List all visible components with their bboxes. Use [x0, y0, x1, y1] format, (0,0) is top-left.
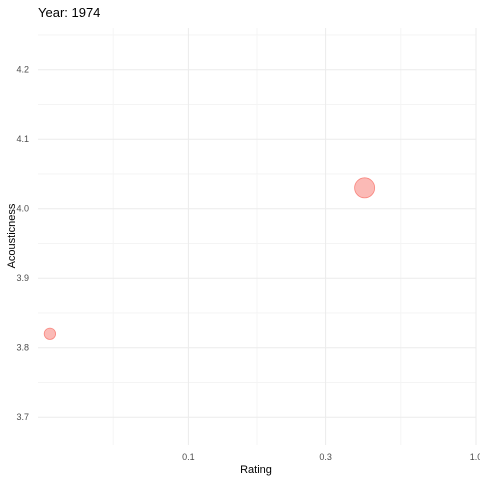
x-tick-label: 1.0 [470, 452, 480, 462]
y-tick-label: 3.9 [16, 273, 29, 283]
x-tick-label: 0.3 [319, 452, 332, 462]
x-axis-title: Rating [240, 464, 272, 476]
y-tick-label: 4.2 [16, 65, 29, 75]
points-layer [43, 177, 376, 340]
chart-title: Year: 1974 [38, 5, 100, 20]
x-tick-label: 0.1 [182, 452, 195, 462]
y-axis-title: Acousticness [6, 203, 18, 268]
y-tick-label: 4.1 [16, 134, 29, 144]
data-point [43, 327, 57, 340]
grid [38, 28, 477, 445]
y-tick-labels: 3.7 3.8 3.9 4.0 4.1 4.2 [16, 65, 29, 423]
y-tick-label: 3.7 [16, 412, 29, 422]
x-tick-labels: 0.1 0.3 1.0 [182, 452, 480, 462]
y-tick-label: 4.0 [16, 204, 29, 214]
y-tick-label: 3.8 [16, 343, 29, 353]
data-point [354, 177, 376, 199]
